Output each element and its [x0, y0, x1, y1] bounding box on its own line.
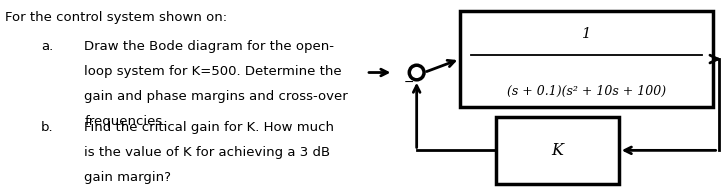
FancyBboxPatch shape	[460, 11, 713, 107]
Text: For the control system shown on:: For the control system shown on:	[5, 11, 227, 24]
Text: frequencies.: frequencies.	[84, 115, 167, 128]
FancyBboxPatch shape	[496, 117, 619, 184]
Text: b.: b.	[41, 121, 54, 134]
Text: loop system for K=500. Determine the: loop system for K=500. Determine the	[84, 65, 342, 78]
Text: a.: a.	[41, 40, 54, 53]
Text: Draw the Bode diagram for the open-: Draw the Bode diagram for the open-	[84, 40, 334, 53]
Text: gain and phase margins and cross-over: gain and phase margins and cross-over	[84, 90, 348, 103]
Text: is the value of K for achieving a 3 dB: is the value of K for achieving a 3 dB	[84, 145, 331, 159]
Text: (s + 0.1)(s² + 10s + 100): (s + 0.1)(s² + 10s + 100)	[507, 85, 666, 98]
Text: −: −	[403, 75, 414, 89]
Text: Find the critical gain for K. How much: Find the critical gain for K. How much	[84, 121, 334, 134]
Text: 1: 1	[581, 27, 591, 41]
Text: gain margin?: gain margin?	[84, 171, 171, 183]
Text: K: K	[552, 142, 563, 159]
